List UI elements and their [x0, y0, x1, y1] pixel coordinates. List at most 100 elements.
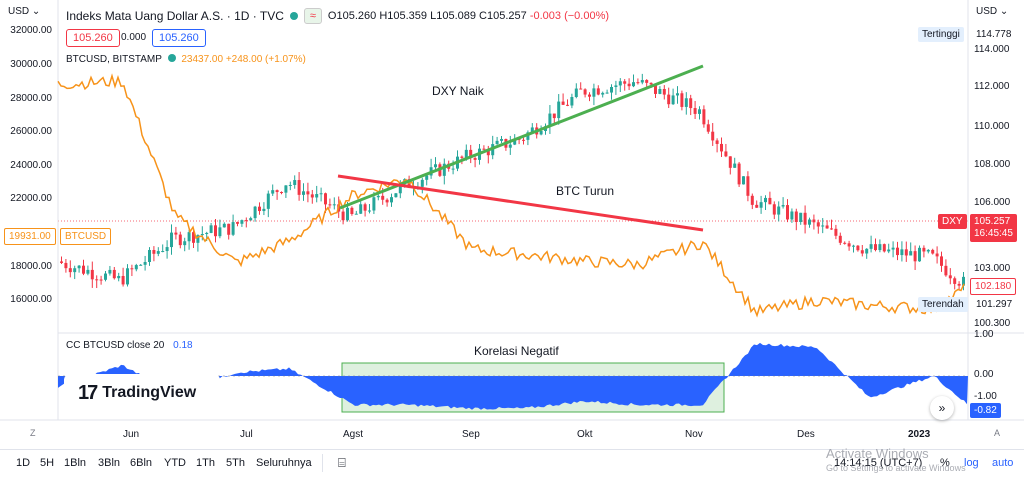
change-value: -0.003 (−0.00%): [529, 10, 610, 22]
candle-body: [636, 82, 640, 84]
annotation-btc-down: BTC Turun: [556, 184, 615, 198]
candle-body: [781, 205, 785, 207]
chart-canvas[interactable]: [0, 0, 1024, 449]
range-5y[interactable]: 5Th: [226, 457, 245, 469]
btc-price-line: [57, 73, 965, 318]
candle-body: [790, 211, 794, 220]
chart-legend[interactable]: Indeks Mata Uang Dollar A.S. · 1D · TVC …: [66, 8, 609, 24]
tradingview-logo-text: TradingView: [102, 384, 197, 401]
range-ytd[interactable]: YTD: [164, 457, 186, 469]
candle-body: [117, 275, 121, 279]
left-tick: 26000.00: [10, 126, 52, 137]
right-axis-unit[interactable]: USD ⌄: [976, 6, 1009, 17]
btc-legend[interactable]: BTCUSD, BITSTAMP 23437.00 +248.00 (+1.07…: [66, 54, 306, 65]
candle-body: [82, 265, 85, 274]
compare-toggle[interactable]: ≈: [303, 8, 322, 24]
candle-body: [579, 88, 583, 90]
candle-body: [662, 88, 666, 95]
left-tick: 24000.00: [10, 160, 52, 171]
range-all[interactable]: Seluruhnya: [256, 457, 312, 469]
candle-body: [605, 92, 609, 94]
candle-body: [935, 253, 939, 257]
tradingview-logo[interactable]: 17 TradingView: [64, 374, 220, 412]
candle-body: [108, 269, 112, 274]
candle-body: [627, 83, 631, 87]
right-tick: 100.300: [974, 318, 1011, 329]
candle-body: [860, 250, 864, 254]
sell-button[interactable]: 105.260: [66, 29, 120, 47]
candle-body: [561, 101, 565, 105]
low-value: L105.089: [430, 10, 476, 22]
range-1y[interactable]: 1Th: [196, 457, 215, 469]
candle-body: [592, 88, 596, 97]
candle-body: [570, 97, 574, 106]
candle-body: [856, 245, 860, 251]
candle-body: [227, 223, 231, 235]
time-label: Okt: [577, 429, 593, 440]
candle-body: [508, 144, 512, 148]
candle-body: [77, 265, 81, 269]
candle-body: [588, 94, 591, 97]
zoom-icon[interactable]: Z: [30, 428, 36, 438]
right-price-axis[interactable]: USD ⌄ 114.000 112.000 110.000 108.000 10…: [968, 0, 1024, 420]
candle-body: [363, 204, 367, 211]
range-1d[interactable]: 1D: [16, 457, 31, 469]
scroll-to-realtime-button[interactable]: »: [930, 396, 954, 420]
timestamp[interactable]: 14:14:15 (UTC+7): [834, 457, 923, 469]
candle-body: [711, 131, 715, 141]
candle-body: [667, 94, 671, 105]
candle-body: [60, 261, 63, 263]
symbol-title[interactable]: Indeks Mata Uang Dollar A.S. · 1D · TVC: [66, 9, 284, 23]
range-1m[interactable]: 1Bln: [64, 457, 87, 469]
candle-body: [381, 195, 385, 200]
high-value: H105.359: [379, 10, 428, 22]
candle-body: [671, 95, 675, 105]
candle-body: [121, 275, 125, 285]
candle-body: [640, 80, 644, 83]
buy-button[interactable]: 105.260: [152, 29, 206, 47]
candle-body: [214, 225, 217, 237]
candle-body: [816, 222, 820, 227]
candle-body: [940, 256, 943, 266]
left-axis-unit[interactable]: USD ⌄: [8, 6, 41, 17]
candle-body: [302, 191, 305, 195]
candle-body: [473, 158, 477, 160]
double-chevron-right-icon: »: [938, 401, 946, 415]
range-6m[interactable]: 6Bln: [130, 457, 153, 469]
candle-body: [464, 149, 468, 158]
candle-body: [702, 109, 706, 125]
candle-body: [689, 98, 693, 109]
candle-body: [869, 244, 873, 249]
candle-body: [759, 202, 763, 208]
candle-body: [526, 132, 530, 140]
candle-body: [280, 192, 283, 194]
btc-last-value: 23437.00: [181, 54, 224, 65]
candle-body: [596, 88, 600, 95]
left-tick: 18000.00: [10, 261, 52, 272]
candle-body: [891, 247, 895, 250]
candle-body: [772, 204, 776, 215]
candle-body: [112, 269, 116, 279]
auto-toggle[interactable]: auto: [992, 457, 1014, 469]
percent-toggle[interactable]: %: [940, 457, 950, 469]
candle-body: [222, 223, 226, 228]
candle-body: [944, 265, 948, 276]
range-3m[interactable]: 3Bln: [98, 457, 121, 469]
candle-body: [359, 204, 363, 214]
candle-body: [786, 205, 789, 220]
candle-body: [258, 206, 261, 212]
left-price-axis[interactable]: USD ⌄ 32000.00 30000.00 28000.00 26000.0…: [0, 0, 58, 420]
range-5d[interactable]: 5H: [40, 457, 55, 469]
log-toggle[interactable]: log: [964, 457, 979, 469]
candle-body: [262, 208, 266, 212]
date-range-icon[interactable]: ⌸: [338, 455, 346, 470]
candle-body: [240, 220, 244, 224]
indicator-legend[interactable]: CC BTCUSD close 20 0.18: [66, 340, 193, 351]
auto-scale-icon[interactable]: A: [994, 428, 1001, 438]
candle-body: [803, 212, 807, 225]
candle-body: [143, 261, 147, 265]
candle-body: [847, 243, 851, 247]
candle-body: [200, 234, 204, 236]
candle-body: [746, 176, 750, 196]
spread-value: 0.000: [121, 32, 147, 43]
